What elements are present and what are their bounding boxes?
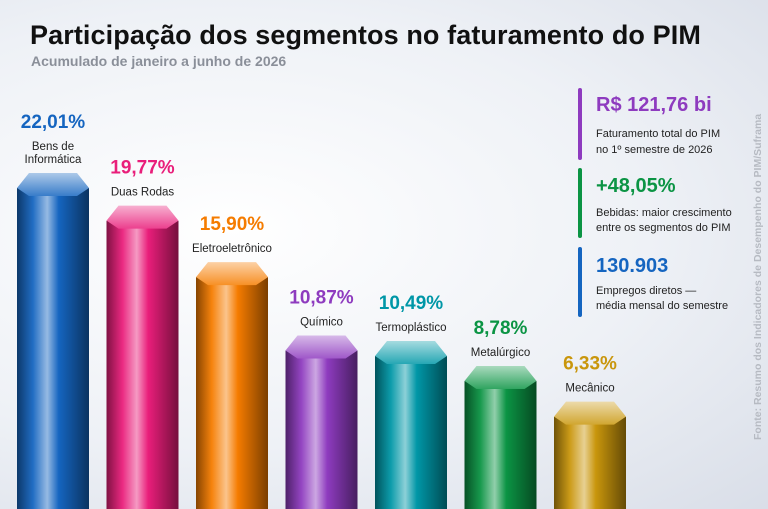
bar-cap: [17, 173, 89, 196]
bar-body: [554, 416, 626, 509]
kpi-jobs-value: 130.903: [596, 255, 669, 277]
value-label: 10,87%: [289, 287, 354, 308]
bar-cap: [554, 401, 626, 425]
bar-cap: [285, 335, 358, 359]
bar-2: [106, 205, 179, 509]
kpi-revenue-caption-line: Faturamento total do PIM: [596, 128, 721, 140]
kpi-jobs-accent: [578, 247, 582, 317]
bar-cap: [464, 365, 537, 389]
bar-body: [464, 380, 537, 509]
category-label: Duas Rodas: [111, 187, 175, 199]
category-label: Eletroeletrônico: [192, 243, 272, 255]
category-label: Mecânico: [565, 383, 614, 395]
category-label: Químico: [300, 316, 343, 328]
value-label: 19,77%: [110, 158, 175, 179]
bar-1: [17, 173, 89, 509]
kpi-jobs-caption-line: média mensal do semestre: [596, 300, 729, 312]
chart-title: Participação dos segmentos no faturament…: [30, 20, 701, 50]
value-label: 10,49%: [379, 293, 444, 314]
bar-body: [17, 188, 89, 509]
bar-4: [285, 335, 358, 509]
kpi-growth-accent: [578, 168, 582, 238]
category-label: Termoplástico: [376, 322, 447, 334]
value-label: 8,78%: [474, 318, 528, 339]
bar-body: [375, 356, 447, 509]
bar-6: [464, 365, 537, 509]
bar-5: [375, 341, 447, 509]
chart-subtitle: Acumulado de janeiro a junho de 2026: [31, 53, 287, 69]
value-label: 6,33%: [563, 354, 617, 375]
kpi-revenue-value: R$ 121,76 bi: [596, 94, 712, 116]
bar-body: [196, 277, 268, 509]
bar-cap: [196, 262, 268, 286]
kpi-revenue-caption-line: no 1º semestre de 2026: [596, 144, 713, 156]
bar-cap: [375, 341, 447, 365]
kpi-growth-caption-line: entre os segmentos do PIM: [596, 222, 731, 234]
bar-cap: [106, 205, 179, 229]
kpi-growth-caption-line: Bebidas: maior crescimento: [596, 207, 732, 219]
kpi-growth-value: +48,05%: [596, 175, 676, 197]
kpi-revenue-accent: [578, 88, 582, 160]
bar-3: [196, 262, 268, 509]
bar-7: [554, 401, 626, 509]
category-label: Bens de Informática: [25, 141, 82, 166]
value-label: 22,01%: [21, 112, 86, 133]
bar-body: [285, 350, 358, 509]
source-note: Fonte: Resumo dos Indicadores de Desempe…: [752, 113, 764, 440]
category-label: Metalúrgico: [471, 347, 530, 359]
kpi-jobs-caption-line: Empregos diretos —: [596, 285, 697, 297]
value-label: 15,90%: [200, 214, 265, 235]
bar-body: [106, 220, 179, 509]
